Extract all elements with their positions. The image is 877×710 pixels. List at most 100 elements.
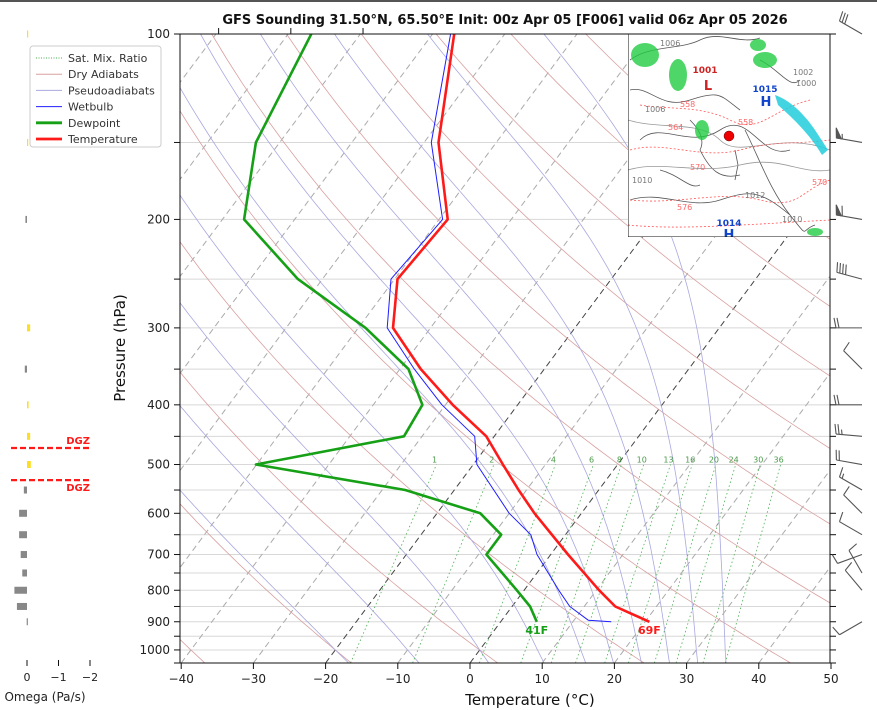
x-tick-label: 0: [466, 672, 474, 686]
x-tick-label: 40: [751, 672, 766, 686]
mixing-ratio-label: 16: [685, 456, 695, 465]
map-low-value: 1001: [692, 66, 717, 76]
wind-barb: [836, 262, 863, 280]
mixing-ratio-label: 10: [637, 456, 647, 465]
mixing-ratio-label: 20: [709, 456, 719, 465]
y-tick-label: 900: [147, 615, 170, 629]
isotherm: [180, 34, 650, 663]
barb-feather: [839, 262, 841, 274]
barb-feather: [831, 554, 839, 564]
legend-box: [29, 45, 162, 148]
omega-bar: [26, 618, 28, 626]
background-lines: 1 2 4 6 8 10 13 16 20 24 30 36: [180, 34, 877, 663]
map-contour-label: 576: [677, 203, 692, 212]
barb-staff: [839, 20, 863, 35]
legend-label: Dry Adiabats: [68, 68, 139, 81]
y-tick-label: 800: [147, 583, 170, 597]
omega-bar: [27, 461, 31, 469]
y-tick-label: 500: [147, 458, 170, 472]
barb-feather: [836, 317, 840, 328]
legend-label: Wetbulb: [68, 101, 113, 114]
map-contour-label: 564: [668, 123, 683, 132]
barb-feather: [843, 341, 850, 352]
map-contour-label: 1010: [782, 215, 802, 224]
profiles: [242, 34, 650, 623]
mixing-ratio-label: 2: [489, 456, 494, 465]
dgz-label: DGZ: [66, 483, 90, 494]
barb-pennant: [835, 204, 843, 217]
mixing-ratio-line: [550, 464, 622, 663]
wetbulb-line: [386, 34, 612, 623]
mixing-ratio-line: [654, 464, 717, 663]
wind-barb: [833, 317, 862, 329]
barb-feather: [836, 262, 839, 273]
isotherm: [180, 34, 506, 472]
pseudoadiabat: [334, 34, 670, 663]
map-precip-green: [631, 39, 823, 236]
omega-bar: [19, 509, 27, 517]
wind-barb: [835, 127, 863, 144]
omega-bar: [20, 551, 27, 559]
map-contour-label: 570: [812, 178, 827, 187]
y-tick-label: 600: [147, 506, 170, 520]
omega-tick-label: −2: [82, 671, 98, 684]
wind-barb: [838, 511, 863, 536]
mixing-ratio-label: 1: [432, 456, 437, 465]
dry-adiabat: [435, 34, 830, 377]
barb-feather: [843, 486, 850, 496]
omega-axis-label: Omega (Pa/s): [4, 690, 85, 704]
wind-barb: [838, 467, 863, 491]
mixing-ratio-line: [702, 464, 761, 663]
map-contour-label: 558: [680, 100, 695, 109]
mixing-ratio-line: [604, 464, 671, 663]
omega-bar: [22, 569, 27, 577]
mixing-ratio-line: [628, 464, 693, 663]
dry-adiabat: [180, 371, 498, 663]
mixing-ratio-line: [575, 464, 645, 663]
pseudoadiabat: [200, 34, 614, 663]
barb-staff: [848, 550, 863, 574]
barb-feather: [834, 423, 837, 435]
mixing-ratio-line: [478, 464, 556, 663]
map-contour-label: 1006: [645, 105, 665, 114]
window-top-border: [0, 0, 877, 2]
pseudoadiabat: [180, 86, 587, 663]
isotherm: [831, 34, 877, 663]
barb-feather: [841, 12, 846, 23]
barb-staff: [836, 459, 863, 466]
mixing-ratio-line: [350, 464, 437, 663]
barb-feather: [833, 317, 837, 328]
inset-map: 1001 L 1015 H 1014 H 1006 1006 1002 1000…: [628, 34, 830, 243]
dry-adiabat: [510, 34, 830, 307]
y-tick-label: 300: [147, 321, 170, 335]
omega-bar: [16, 602, 27, 610]
barb-staff: [839, 621, 863, 636]
map-high-symbol: H: [724, 228, 735, 243]
x-tick-label: −10: [385, 672, 410, 686]
pseudoadiabat: [180, 404, 420, 663]
isotherm: [180, 34, 433, 375]
pseudoadiabat: [427, 34, 699, 663]
barb-feather: [838, 11, 844, 22]
y-tick-label: 1000: [139, 643, 170, 657]
barb-half-feather: [840, 429, 843, 435]
omega-bar: [27, 30, 29, 38]
temperature-line: [391, 34, 650, 623]
x-tick-label: −20: [313, 672, 338, 686]
mixing-ratio-line: [412, 464, 495, 663]
barb-feather: [838, 467, 844, 478]
wind-barb: [838, 11, 863, 35]
wind-barb: [835, 204, 863, 220]
map-contour-label: 558: [738, 118, 753, 127]
plot-frame: [179, 33, 831, 664]
surface-temperature-label: 69F: [638, 624, 661, 637]
map-high-value: 1014: [716, 219, 741, 229]
map-precip-cyan: [775, 95, 828, 155]
barb-staff: [836, 433, 863, 437]
map-high-symbol: H: [761, 95, 772, 110]
barb-pennant: [835, 127, 843, 140]
x-tick-label: 50: [823, 672, 838, 686]
pseudoadiabat: [543, 34, 727, 663]
y-tick-label: 400: [147, 398, 170, 412]
mixing-ratio-line: [724, 464, 781, 663]
